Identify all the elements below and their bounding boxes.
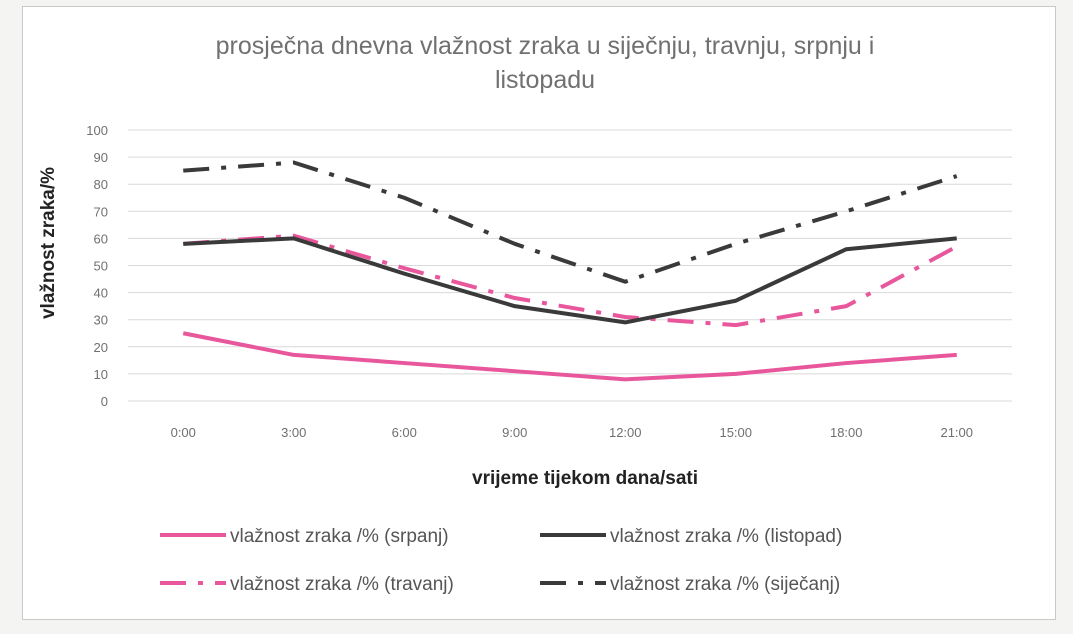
- x-axis-ticks: 0:00 3:00 6:00 9:00 12:00 15:00 18:00 21:00: [171, 425, 973, 440]
- x-tick-label: 3:00: [281, 425, 306, 440]
- x-tick-label: 15:00: [719, 425, 752, 440]
- legend-label: vlažnost zraka /% (travanj): [230, 574, 454, 595]
- gridlines: [128, 129, 1012, 402]
- x-axis-title: vrijeme tijekom dana/sati: [472, 468, 698, 489]
- y-tick-label: 80: [94, 177, 108, 192]
- y-tick-label: 100: [86, 123, 108, 138]
- chart-title-line-1: prosječna dnevna vlažnost zraka u siječn…: [216, 32, 875, 60]
- x-tick-label: 21:00: [940, 425, 973, 440]
- y-axis-ticks: 0 10 20 30 40 50 60 70 80 90 100: [86, 123, 108, 409]
- y-tick-label: 60: [94, 231, 108, 246]
- y-tick-label: 0: [101, 394, 108, 409]
- y-tick-label: 50: [94, 259, 108, 274]
- y-tick-label: 20: [94, 340, 108, 355]
- legend-label: vlažnost zraka /% (siječanj): [610, 574, 840, 595]
- legend: vlažnost zraka /% (srpanj) vlažnost zraka…: [160, 526, 842, 595]
- series-line: [182, 331, 957, 382]
- legend-label: vlažnost zraka /% (listopad): [610, 526, 842, 547]
- chart-title-line-2: listopadu: [495, 66, 595, 94]
- series-lines: [182, 160, 958, 382]
- y-axis-title: vlažnost zraka/%: [38, 167, 59, 319]
- chart-frame: [22, 6, 1056, 620]
- x-tick-label: 18:00: [830, 425, 863, 440]
- y-tick-label: 90: [94, 150, 108, 165]
- series-line: [183, 160, 958, 284]
- y-tick-label: 70: [94, 204, 108, 219]
- legend-label: vlažnost zraka /% (srpanj): [230, 526, 449, 547]
- x-tick-label: 6:00: [392, 425, 417, 440]
- series-line: [183, 233, 958, 328]
- y-tick-label: 10: [94, 367, 108, 382]
- y-tick-label: 30: [94, 313, 108, 328]
- series-line: [183, 236, 957, 325]
- x-tick-label: 9:00: [502, 425, 527, 440]
- y-tick-label: 40: [94, 286, 108, 301]
- x-tick-label: 12:00: [609, 425, 642, 440]
- x-tick-label: 0:00: [171, 425, 196, 440]
